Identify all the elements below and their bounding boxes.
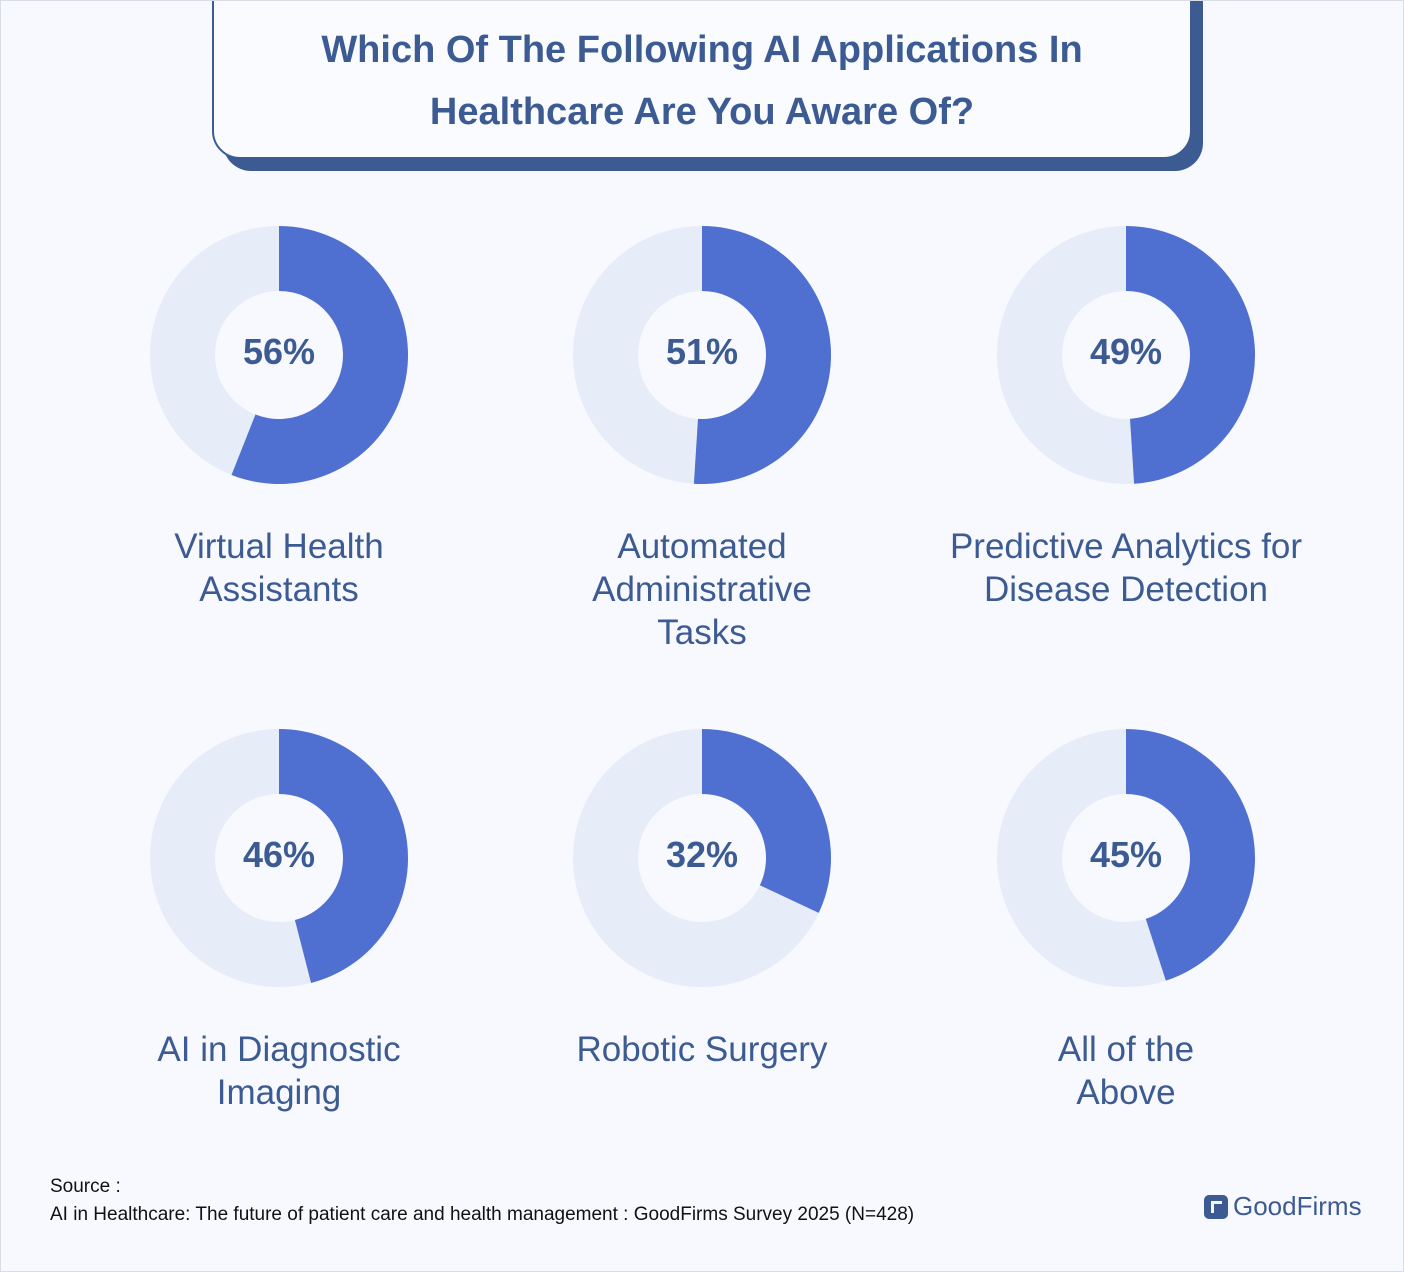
source-label: Source : <box>50 1176 121 1197</box>
percent-label: 32% <box>665 834 739 875</box>
logo-text: GoodFirms <box>1233 1191 1362 1221</box>
percent-label: 49% <box>1089 331 1163 372</box>
donut-slice <box>1126 729 1255 981</box>
percent-label: 45% <box>1089 834 1163 875</box>
category-label: All of the Above <box>1057 1030 1195 1112</box>
donut-slice <box>231 226 408 484</box>
donut-slice <box>1126 226 1256 484</box>
donut-1: 51% Automated Administrative Tasks <box>492 225 912 654</box>
goodfirms-logo-icon <box>1204 1194 1228 1219</box>
goodfirms-logo: GoodFirms <box>1204 1191 1362 1222</box>
donut-0: 56% Virtual Health Assistants <box>69 225 489 611</box>
donut-4: 32% Robotic Surgery <box>492 728 912 1071</box>
donut-3: 46% AI in Diagnostic Imaging <box>69 728 489 1114</box>
donut-slice <box>279 729 409 983</box>
percent-label: 51% <box>665 331 739 372</box>
title-box: Which Of The Following AI Applications I… <box>212 1 1192 159</box>
category-label: AI in Diagnostic Imaging <box>157 1030 401 1112</box>
donut-5: 45% All of the Above <box>916 728 1336 1114</box>
category-label: Virtual Health Assistants <box>174 527 384 609</box>
donut-slice <box>702 729 831 913</box>
donut-slice <box>693 226 831 484</box>
percent-label: 56% <box>242 331 316 372</box>
category-label: Robotic Surgery <box>576 1030 828 1069</box>
percent-label: 46% <box>242 834 316 875</box>
donut-2: 49% Predictive Analytics for Disease Dete… <box>916 225 1336 611</box>
category-label: Predictive Analytics for Disease Detecti… <box>949 527 1303 609</box>
chart-title: Which Of The Following AI Applications I… <box>321 29 1083 133</box>
source-note: Source : AI in Healthcare: The future of… <box>50 1173 914 1229</box>
category-label: Automated Administrative Tasks <box>592 527 812 652</box>
source-text: AI in Healthcare: The future of patient … <box>50 1204 915 1225</box>
